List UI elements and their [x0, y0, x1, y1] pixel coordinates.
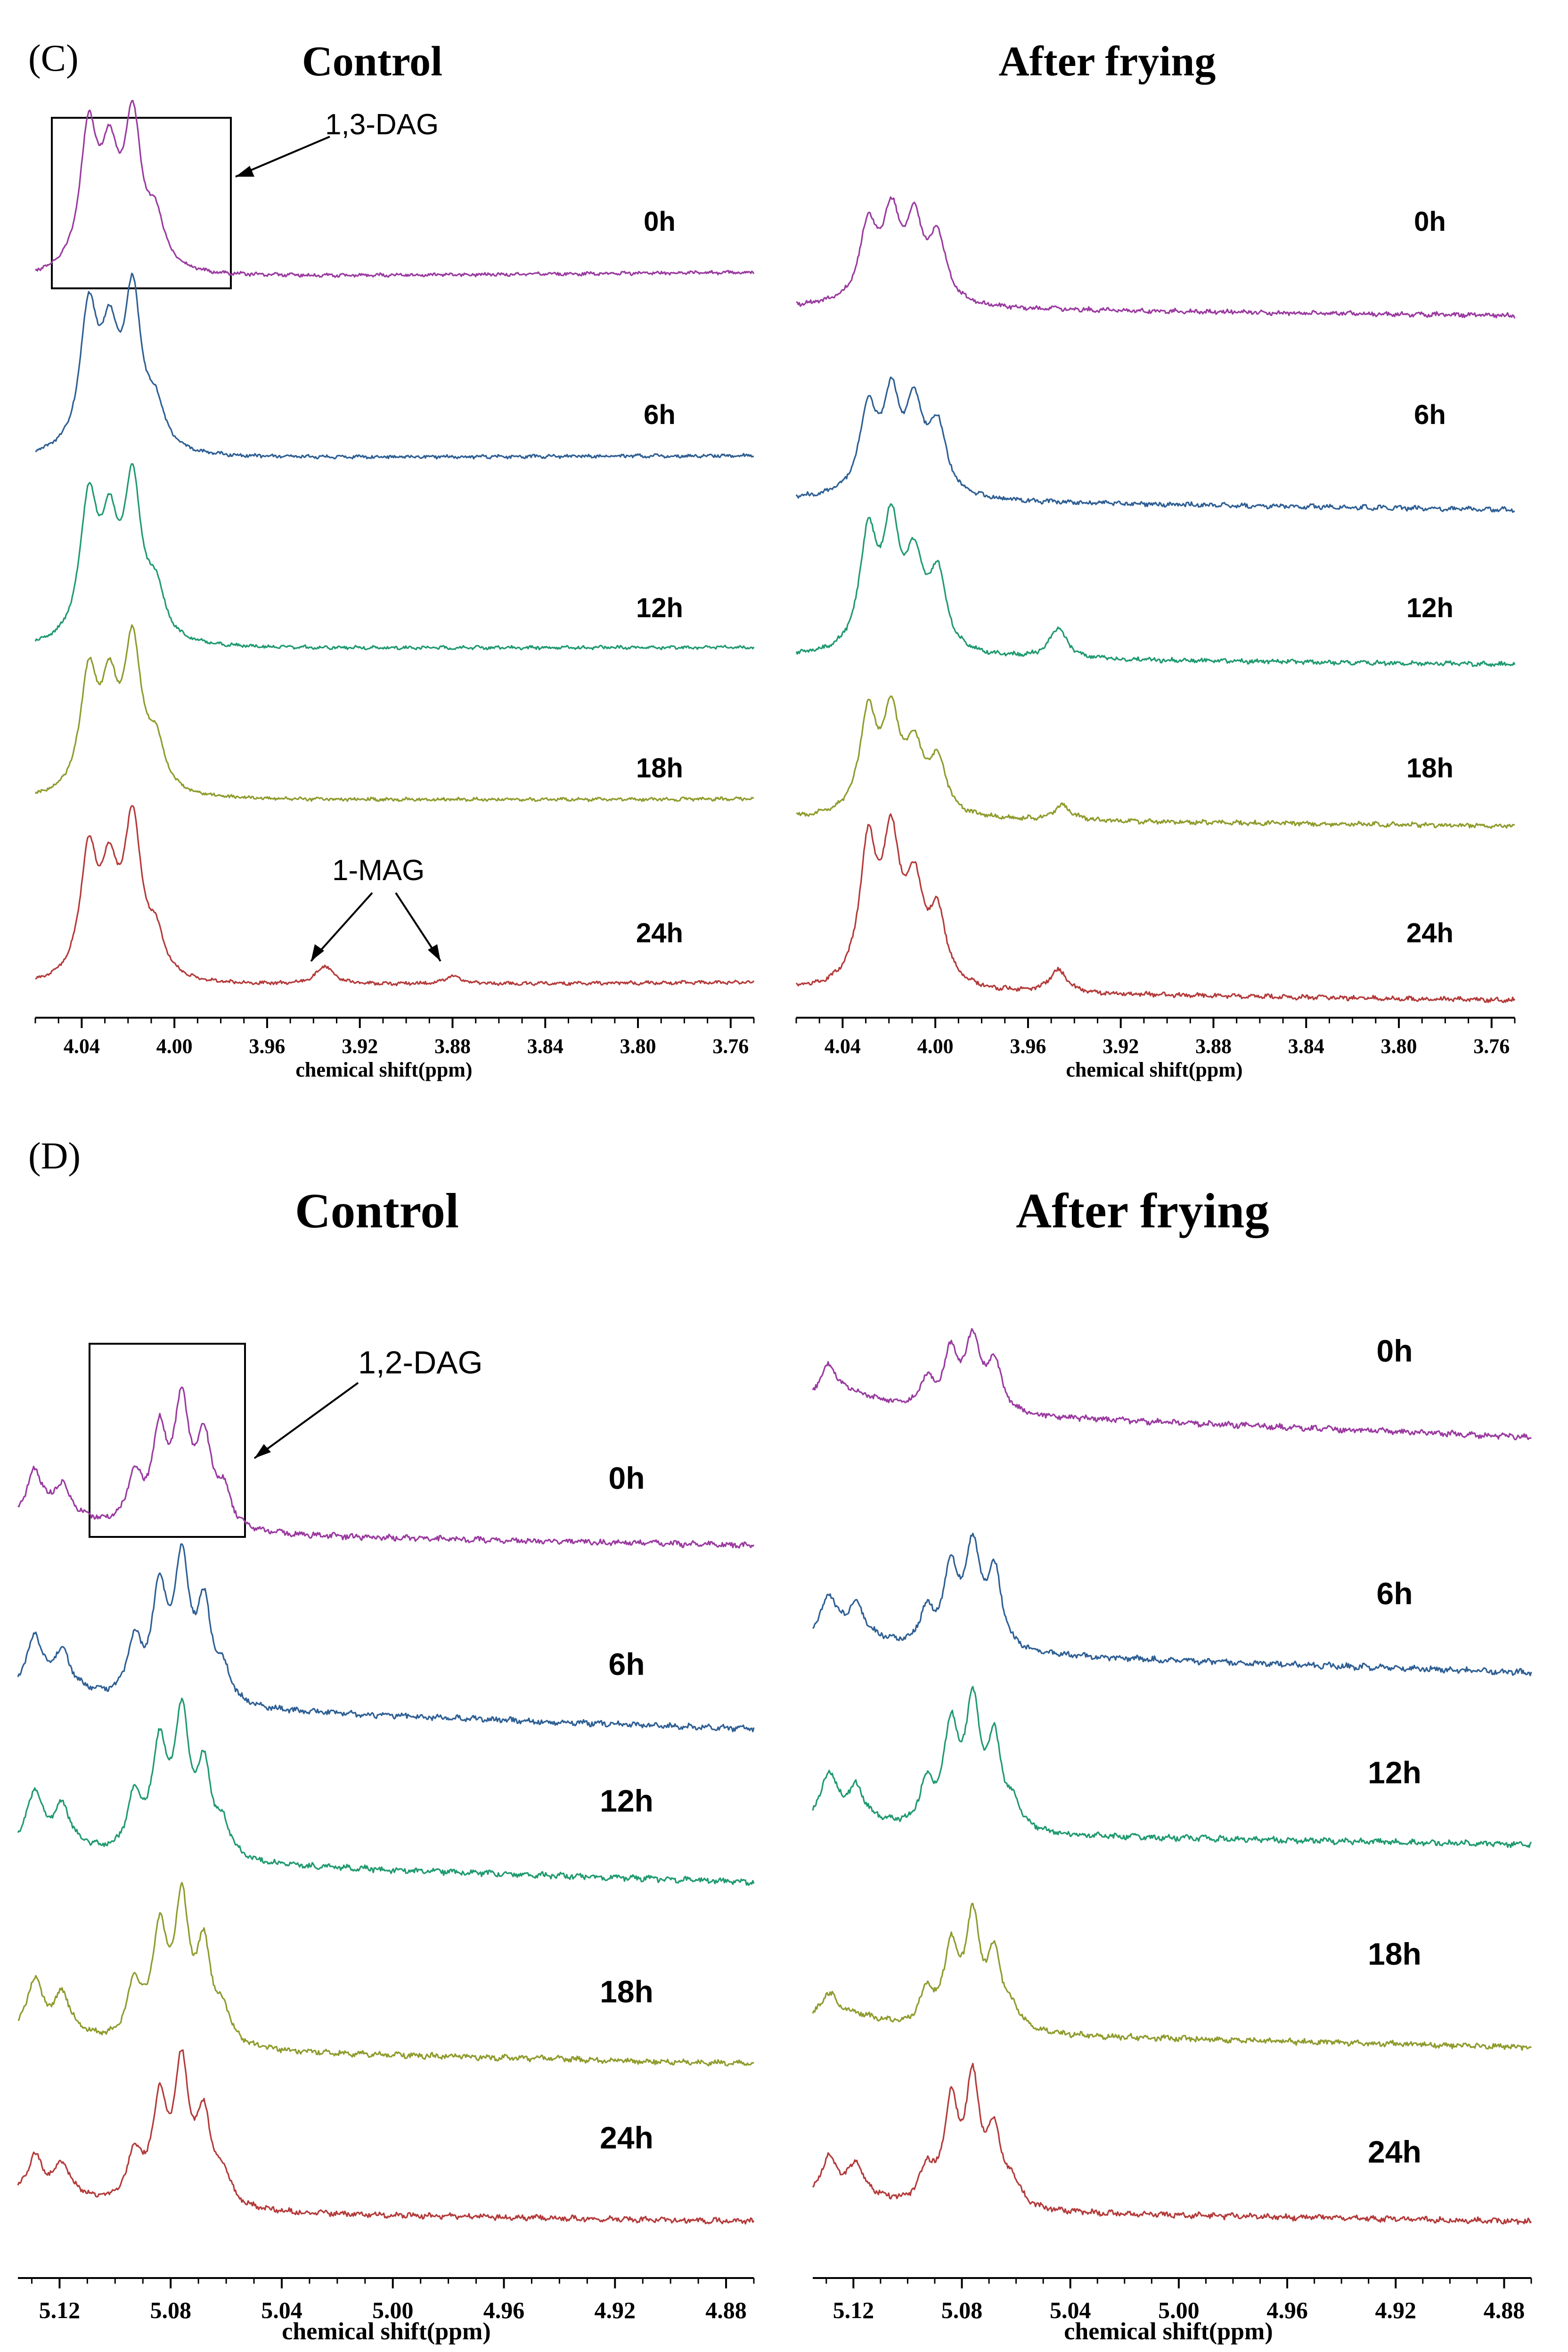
- series-label-0h: 0h: [1414, 206, 1446, 237]
- arrow-12-dag: [253, 1382, 359, 1459]
- xlabel-d-control: chemical shift(ppm): [282, 2318, 490, 2345]
- annotation-1-mag: 1-MAG: [332, 854, 425, 887]
- spectrum-line-24h: [812, 2063, 1532, 2225]
- arrowhead-1-mag-right: [428, 944, 441, 961]
- xlabel-d-after-frying: chemical shift(ppm): [1064, 2318, 1273, 2345]
- x-tick-label: 4.88: [705, 2297, 747, 2323]
- x-tick-label: 5.12: [39, 2297, 81, 2323]
- spectrum-line-24h: [17, 2049, 755, 2225]
- series-label-24h: 24h: [600, 2120, 653, 2155]
- series-label-6h: 6h: [1376, 1576, 1413, 1611]
- x-tick-label: 5.08: [150, 2297, 191, 2323]
- x-tick-label: 4.96: [483, 2297, 525, 2323]
- series-label-24h: 24h: [1368, 2134, 1421, 2169]
- series-label-0h: 0h: [644, 206, 676, 237]
- x-tick-label: 3.96: [1010, 1035, 1046, 1058]
- x-tick-label: 3.88: [434, 1035, 471, 1058]
- x-tick-label: 4.00: [156, 1035, 193, 1058]
- box-12-dag: [89, 1343, 246, 1538]
- x-tick-label: 5.00: [372, 2297, 414, 2323]
- x-tick-label: 3.84: [527, 1035, 564, 1058]
- x-tick-label: 4.92: [1375, 2297, 1417, 2323]
- x-tick-label: 5.00: [1158, 2297, 1200, 2323]
- series-label-12h: 12h: [600, 1783, 653, 1818]
- title-d-after-frying: After frying: [1016, 1183, 1269, 1238]
- x-tick-label: 4.96: [1266, 2297, 1308, 2323]
- x-tick-label: 3.80: [620, 1035, 656, 1058]
- x-tick-label: 5.04: [261, 2297, 302, 2323]
- spectrum-line-6h: [812, 1533, 1532, 1676]
- spectrum-line-0h: [812, 1328, 1532, 1440]
- x-tick-label: 4.92: [595, 2297, 636, 2323]
- x-tick-label: 4.00: [917, 1035, 954, 1058]
- x-tick-label: 3.80: [1381, 1035, 1417, 1058]
- arrowhead-12-dag: [254, 1444, 271, 1458]
- xlabel-c-after-frying: chemical shift(ppm): [1066, 1058, 1242, 1081]
- x-tick-label: 3.92: [1102, 1035, 1139, 1058]
- spectrum-line-12h: [34, 463, 755, 651]
- x-tick-label: 3.76: [1473, 1035, 1510, 1058]
- series-label-0h: 0h: [608, 1461, 645, 1495]
- x-tick-label: 4.88: [1484, 2297, 1525, 2323]
- spectrum-line-0h: [17, 1386, 755, 1549]
- panel-label-d: (D): [28, 1135, 81, 1177]
- series-label-18h: 18h: [600, 1974, 653, 2009]
- spectra-layer: 4.04 4.00 3.96 3.92 3.88 3.84 3.80 3.76 0h 6h 12h 1…: [17, 100, 1532, 2323]
- x-tick-label: 4.04: [825, 1035, 861, 1058]
- x-tick-label: 3.88: [1195, 1035, 1232, 1058]
- annotation-13-dag: 1,3-DAG: [325, 108, 439, 141]
- spectrum-line-12h: [17, 1698, 755, 1886]
- spectrum-line-6h: [795, 376, 1515, 513]
- spectrum-line-18h: [796, 695, 1515, 829]
- spectrum-line-24h: [795, 813, 1516, 1004]
- box-13-dag: [51, 117, 232, 289]
- series-label-0h: 0h: [1376, 1333, 1413, 1368]
- series-label-12h: 12h: [1368, 1755, 1421, 1790]
- spectrum-line-24h: [35, 805, 755, 987]
- spectrum-line-18h: [17, 1882, 754, 2066]
- series-label-6h: 6h: [608, 1647, 645, 1682]
- x-tick-label: 3.76: [712, 1035, 749, 1058]
- series-label-12h: 12h: [636, 593, 683, 623]
- title-c-control: Control: [302, 38, 442, 85]
- series-label-12h: 12h: [1406, 593, 1454, 623]
- arrowhead-13-dag: [236, 166, 254, 177]
- xlabel-c-control: chemical shift(ppm): [295, 1058, 472, 1081]
- spectrum-line-12h: [795, 503, 1516, 667]
- spectrum-line-0h: [34, 100, 755, 278]
- spectrum-line-18h: [812, 1903, 1532, 2051]
- title-c-after-frying: After frying: [999, 38, 1216, 85]
- series-label-6h: 6h: [1414, 400, 1446, 430]
- panel-label-c: (C): [28, 38, 79, 79]
- x-tick-label: 3.92: [342, 1035, 378, 1058]
- spectrum-line-12h: [812, 1686, 1532, 1848]
- series-label-24h: 24h: [636, 918, 683, 948]
- series-label-18h: 18h: [1406, 753, 1454, 784]
- spectrum-line-0h: [796, 196, 1516, 319]
- spectrum-line-6h: [35, 272, 754, 460]
- x-tick-label: 5.08: [941, 2297, 983, 2323]
- series-label-18h: 18h: [1368, 1936, 1421, 1971]
- title-d-control: Control: [295, 1183, 459, 1238]
- x-tick-label: 3.84: [1288, 1035, 1324, 1058]
- x-tick-label: 5.12: [833, 2297, 874, 2323]
- x-tick-label: 4.04: [64, 1035, 100, 1058]
- series-label-24h: 24h: [1406, 918, 1454, 948]
- arrowhead-1-mag-left: [311, 944, 324, 961]
- series-label-6h: 6h: [644, 400, 676, 430]
- spectrum-line-18h: [34, 624, 754, 802]
- x-tick-label: 3.96: [249, 1035, 285, 1058]
- x-tick-label: 5.04: [1050, 2297, 1091, 2323]
- series-label-18h: 18h: [636, 753, 683, 784]
- annotation-12-dag: 1,2-DAG: [358, 1345, 483, 1380]
- spectrum-line-6h: [17, 1543, 755, 1732]
